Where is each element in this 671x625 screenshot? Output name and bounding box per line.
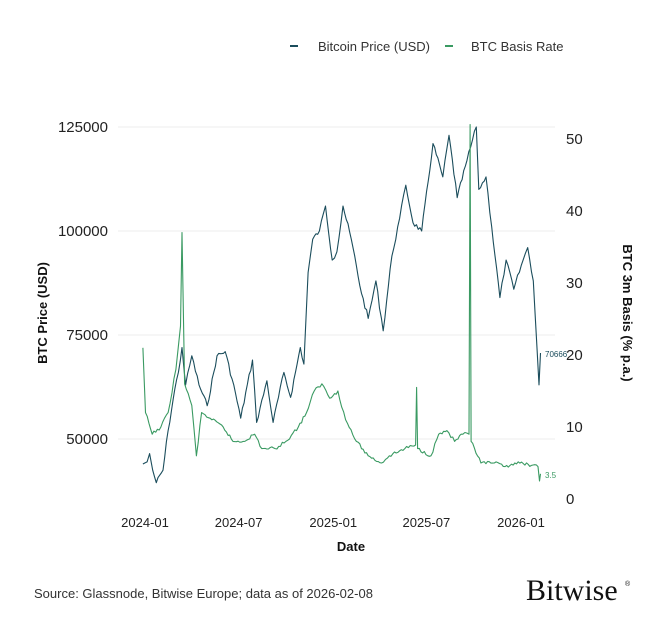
y-left-tick-label: 100000 [58,223,108,240]
y-axis-right: 0 10 20 30 40 50 [566,131,583,508]
legend-label-price: Bitcoin Price (USD) [318,39,430,54]
y-axis-right-title: BTC 3m Basis (% p.a.) [620,244,635,381]
y-left-tick-label: 75000 [66,327,108,344]
x-tick-label: 2026-01 [497,515,545,530]
y-right-tick-label: 40 [566,203,583,220]
series-lines [142,124,542,484]
y-axis-left-title: BTC Price (USD) [35,262,50,364]
x-tick-label: 2025-01 [309,515,357,530]
legend-label-basis: BTC Basis Rate [471,39,563,54]
basis-end-label: 3.5 [545,471,557,480]
registered-mark: ® [625,580,631,588]
x-tick-label: 2024-07 [215,515,263,530]
y-left-tick-label: 50000 [66,431,108,448]
x-tick-label: 2024-01 [121,515,169,530]
x-axis-title: Date [337,539,365,554]
y-left-tick-label: 125000 [58,119,108,136]
y-axis-left: 50000 75000 100000 125000 [58,119,108,448]
y-right-tick-label: 20 [566,347,583,364]
y-right-tick-label: 10 [566,419,583,436]
btc-basis-rate-line [142,124,542,482]
bitwise-logo: Bitwise [526,574,618,607]
x-tick-label: 2025-07 [402,515,450,530]
gridlines [118,126,555,440]
x-axis: 2024-01 2024-07 2025-01 2025-07 2026-01 [121,515,545,530]
y-right-tick-label: 50 [566,131,583,148]
source-note: Source: Glassnode, Bitwise Europe; data … [34,586,373,601]
legend: Bitcoin Price (USD) BTC Basis Rate [290,39,563,54]
bitcoin-price-line [142,126,542,484]
y-right-tick-label: 0 [566,491,574,508]
price-end-label: 70666 [545,350,568,359]
y-right-tick-label: 30 [566,275,583,292]
